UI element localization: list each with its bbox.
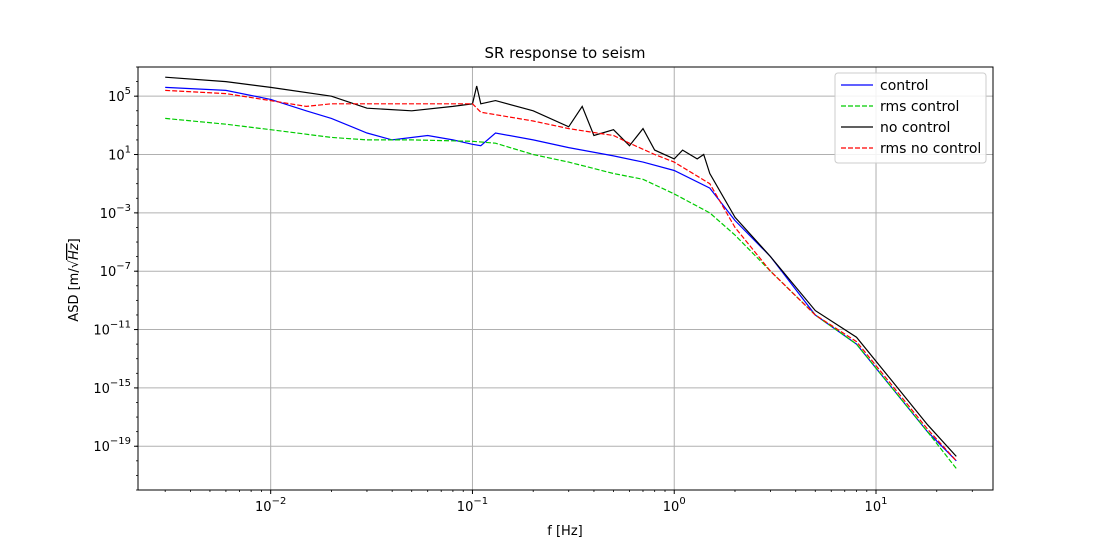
- y-tick-label: 101: [108, 145, 131, 164]
- y-tick-base: 10: [108, 149, 125, 164]
- legend-label: rms control: [880, 99, 959, 115]
- y-tick-base: 10: [100, 207, 117, 222]
- y-axis-label-radical: √: [67, 259, 82, 268]
- x-tick-label: 10−2: [255, 496, 286, 515]
- x-tick-base: 10: [865, 500, 882, 515]
- y-axis-label-suffix: ]: [67, 238, 82, 243]
- x-tick-label: 101: [865, 496, 888, 515]
- x-tick-exponent: −2: [272, 496, 287, 507]
- legend-label: control: [880, 78, 929, 94]
- y-tick-base: 10: [100, 265, 117, 280]
- legend: control rms control no control rms no contr…: [834, 72, 987, 164]
- y-tick-exponent: −3: [116, 203, 131, 214]
- x-tick-exponent: 0: [679, 496, 685, 507]
- y-tick-exponent: 5: [125, 86, 131, 97]
- y-tick-base: 10: [108, 90, 125, 105]
- y-axis-label: ASD [m/√Hz]: [67, 238, 82, 321]
- series-line-no-control: [165, 76, 957, 457]
- y-tick-exponent: −15: [110, 378, 131, 389]
- x-tick-exponent: 1: [881, 496, 887, 507]
- x-tick-label: 100: [663, 496, 686, 515]
- legend-label: no control: [880, 120, 950, 136]
- x-axis-label: f [Hz]: [547, 524, 582, 539]
- y-tick-base: 10: [93, 440, 110, 455]
- y-tick-label: 10−11: [93, 320, 131, 339]
- x-tick-exponent: −1: [473, 496, 488, 507]
- y-axis-label-prefix: ASD [m/: [67, 268, 82, 322]
- x-tick-base: 10: [457, 500, 474, 515]
- legend-box: [834, 72, 987, 164]
- y-tick-exponent: 1: [125, 145, 131, 156]
- x-tick-label: 10−1: [457, 496, 488, 515]
- y-tick-base: 10: [93, 324, 110, 339]
- grid: [138, 67, 993, 490]
- series-line-rms-control: [165, 117, 957, 469]
- y-tick-label: 10−3: [100, 203, 131, 222]
- axis-ticks: 10−2 10−1 100 10110510110−310−710−1110−1510…: [93, 66, 973, 515]
- y-tick-label: 105: [108, 86, 131, 105]
- series-lines: [165, 76, 957, 469]
- y-tick-label: 10−7: [100, 261, 131, 280]
- y-tick-base: 10: [93, 382, 110, 397]
- y-tick-label: 10−15: [93, 378, 131, 397]
- y-tick-exponent: −19: [110, 436, 131, 447]
- svg-text:ASD [m/√Hz]: ASD [m/√Hz]: [67, 238, 82, 321]
- legend-label: rms no control: [880, 141, 981, 157]
- y-tick-exponent: −7: [116, 261, 131, 272]
- chart-title: SR response to seism: [484, 44, 645, 62]
- series-line-rms-no-control: [165, 89, 957, 462]
- x-tick-base: 10: [255, 500, 272, 515]
- plot-frame: [137, 66, 994, 491]
- y-axis-label-radicand: Hz: [67, 242, 82, 260]
- x-tick-base: 10: [663, 500, 680, 515]
- y-tick-exponent: −11: [110, 320, 131, 331]
- y-tick-label: 10−19: [93, 436, 131, 455]
